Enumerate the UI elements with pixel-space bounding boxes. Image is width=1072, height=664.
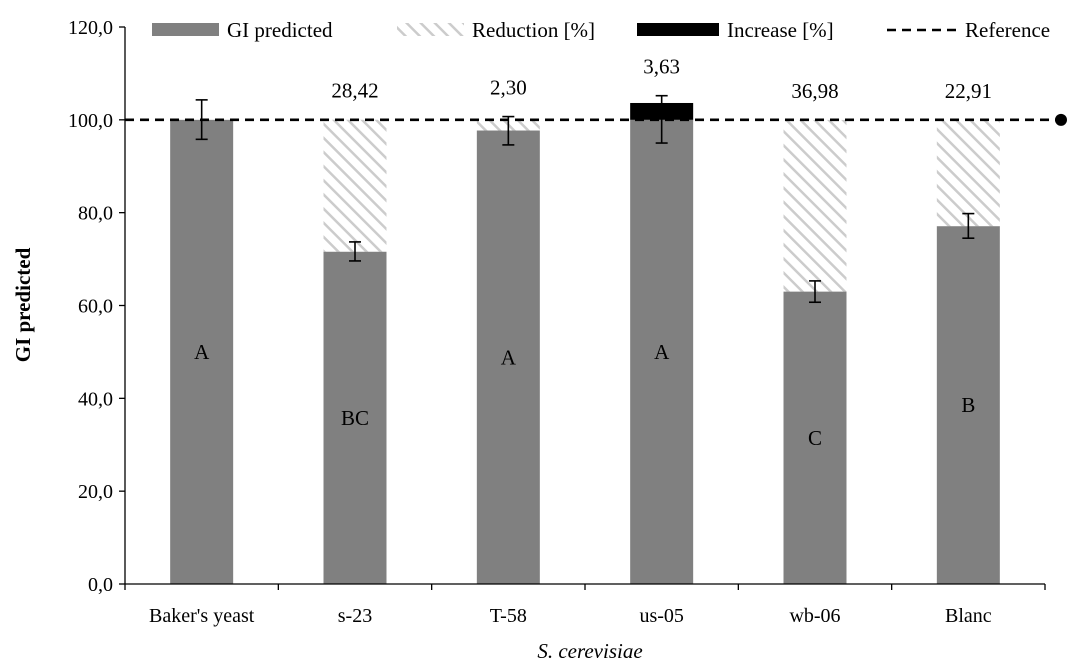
group-label: B [961,393,975,417]
bar-reduction [323,119,387,252]
y-tick-label: 80,0 [78,203,113,225]
change-label: 3,63 [643,55,680,79]
error-bar [502,115,515,146]
change-label: 2,30 [490,76,527,100]
legend-label: Increase [%] [727,18,834,42]
bars-layer [170,102,1000,585]
bar-gi-predicted [630,119,694,584]
legend-item: Reduction [%] [397,18,595,42]
bar-gi-predicted [476,130,540,585]
y-tick-label: 100,0 [68,110,113,132]
group-label: A [194,340,210,364]
group-label: C [808,426,822,450]
y-tick-label: 40,0 [78,388,113,410]
x-tick-label: us-05 [639,605,683,627]
legend-swatch [637,23,719,36]
x-tick-label: Baker's yeast [149,605,255,627]
y-tick-label: 20,0 [78,481,113,503]
x-tick-label: s-23 [338,605,372,627]
legend-swatch [152,23,219,36]
overlay-layer: A BC A A C B 28,42 2,30 3,63 36,98 22,91 [125,55,1067,450]
error-bar [349,241,361,262]
legend-item: Increase [%] [637,18,834,42]
bar-reduction [936,119,1000,227]
change-label: 36,98 [791,79,838,103]
group-label: BC [341,406,369,430]
error-bar [809,280,821,304]
bar-gi-predicted [170,119,234,584]
y-axis-label: GI predicted [11,247,35,362]
y-tick-label: 120,0 [68,17,113,39]
x-tick-label: T-58 [490,605,527,627]
bar-reduction [783,119,847,292]
x-axis-label: S. cerevisiae [537,639,642,663]
change-label: 22,91 [945,79,992,103]
bar-gi-predicted [323,251,387,584]
reference-endpoint [1055,113,1067,126]
legend-swatch [397,23,464,36]
x-tick-label: Blanc [945,605,992,627]
error-bar [655,94,668,144]
legend-label: GI predicted [227,18,333,42]
group-label: A [501,345,517,369]
bar-gi-predicted [783,291,847,584]
y-tick-label: 0,0 [88,574,113,596]
legend-item: GI predicted [152,18,333,42]
legend-label: Reference [965,18,1050,42]
x-tick-label: wb-06 [789,605,840,627]
change-label: 28,42 [331,79,378,103]
legend-item: Reference [887,18,1050,42]
axes-layer: 0,0 20,0 40,0 60,0 80,0 100,0 120,0 Baker's yea… [68,17,1046,627]
legend-label: Reduction [%] [472,18,595,42]
error-bar [195,99,208,141]
y-tick-label: 60,0 [78,296,113,318]
legend: GI predicted Reduction [%] Increase [%] Ref… [152,18,1050,42]
bar-gi-predicted [936,226,1000,584]
error-bar [962,212,975,239]
group-label: A [654,340,670,364]
